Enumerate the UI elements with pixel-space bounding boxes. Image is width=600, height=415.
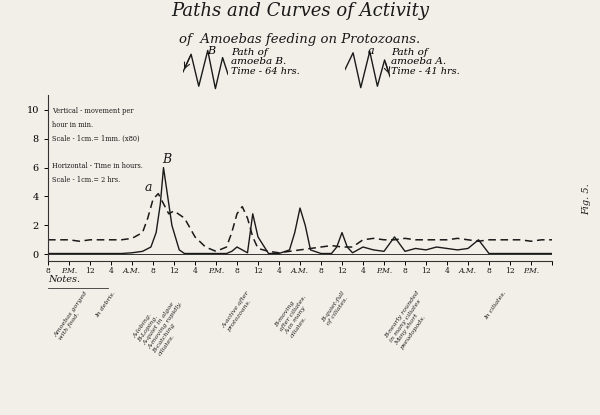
Text: amoeba A.: amoeba A. xyxy=(391,57,446,66)
Text: 12: 12 xyxy=(169,267,179,275)
Text: 12: 12 xyxy=(421,267,431,275)
Text: P.M.: P.M. xyxy=(523,267,539,275)
Text: Scale - 1cm.= 2 hrs.: Scale - 1cm.= 2 hrs. xyxy=(52,176,121,183)
Text: P.M.: P.M. xyxy=(376,267,392,275)
Text: 8: 8 xyxy=(151,267,155,275)
Text: 4: 4 xyxy=(361,267,365,275)
Text: B-moving
after ciliates.
A-in many
ciliates.: B-moving after ciliates. A-in many cilia… xyxy=(274,290,317,339)
Text: 8: 8 xyxy=(487,267,491,275)
Text: A.M.: A.M. xyxy=(291,267,309,275)
Text: 8: 8 xyxy=(46,267,50,275)
Text: B-nearly rounded
in many ciliates
Many short
pseudopods.: B-nearly rounded in many ciliates Many s… xyxy=(384,290,436,350)
Text: of  Amoebas feeding on Protozoans.: of Amoebas feeding on Protozoans. xyxy=(179,33,421,46)
Text: amoeba B.: amoeba B. xyxy=(231,57,286,66)
Text: P.M.: P.M. xyxy=(208,267,224,275)
Text: 4: 4 xyxy=(193,267,197,275)
Text: 12: 12 xyxy=(337,267,347,275)
Text: In debris.: In debris. xyxy=(95,290,117,318)
Text: a: a xyxy=(367,46,374,56)
Text: Time - 41 hrs.: Time - 41 hrs. xyxy=(391,67,460,76)
Text: Path of: Path of xyxy=(391,48,428,57)
Text: 12: 12 xyxy=(85,267,95,275)
Text: a: a xyxy=(145,181,152,194)
Text: B: B xyxy=(163,153,172,166)
Text: 4: 4 xyxy=(445,267,449,275)
Text: Fig. 5.: Fig. 5. xyxy=(582,183,592,215)
Text: 8: 8 xyxy=(319,267,323,275)
Text: Vertical - movement per: Vertical - movement per xyxy=(52,107,134,115)
Text: Scale - 1cm.= 1mm. (x80): Scale - 1cm.= 1mm. (x80) xyxy=(52,134,140,142)
Text: A-active after
protozoans.: A-active after protozoans. xyxy=(221,290,256,332)
Text: Notes.: Notes. xyxy=(48,275,80,284)
Text: A-lobing.
B-Loping.
A-quiet in algoe
A-moving rapidly.
B-catching
ciliates.: A-lobing. B-Loping. A-quiet in algoe A-m… xyxy=(132,290,194,357)
Text: B-quiet-full
of ciliates.: B-quiet-full of ciliates. xyxy=(321,290,351,326)
Text: 12: 12 xyxy=(505,267,515,275)
Text: P.M.: P.M. xyxy=(61,267,77,275)
Text: A.M.: A.M. xyxy=(459,267,477,275)
Text: 8: 8 xyxy=(403,267,407,275)
Text: 8: 8 xyxy=(235,267,239,275)
Text: B: B xyxy=(207,46,215,56)
Text: Horizontal - Time in hours.: Horizontal - Time in hours. xyxy=(52,162,143,170)
Text: 4: 4 xyxy=(109,267,113,275)
Text: hour in min.: hour in min. xyxy=(52,121,94,129)
Text: Amoebas gorged
with food.: Amoebas gorged with food. xyxy=(53,290,94,341)
Text: Paths and Curves of Activity: Paths and Curves of Activity xyxy=(171,2,429,20)
Text: In ciliates.: In ciliates. xyxy=(484,290,507,321)
Text: A.M.: A.M. xyxy=(123,267,141,275)
Text: 4: 4 xyxy=(277,267,281,275)
Text: Path of: Path of xyxy=(231,48,268,57)
Text: 12: 12 xyxy=(253,267,263,275)
Text: Time - 64 hrs.: Time - 64 hrs. xyxy=(231,67,300,76)
